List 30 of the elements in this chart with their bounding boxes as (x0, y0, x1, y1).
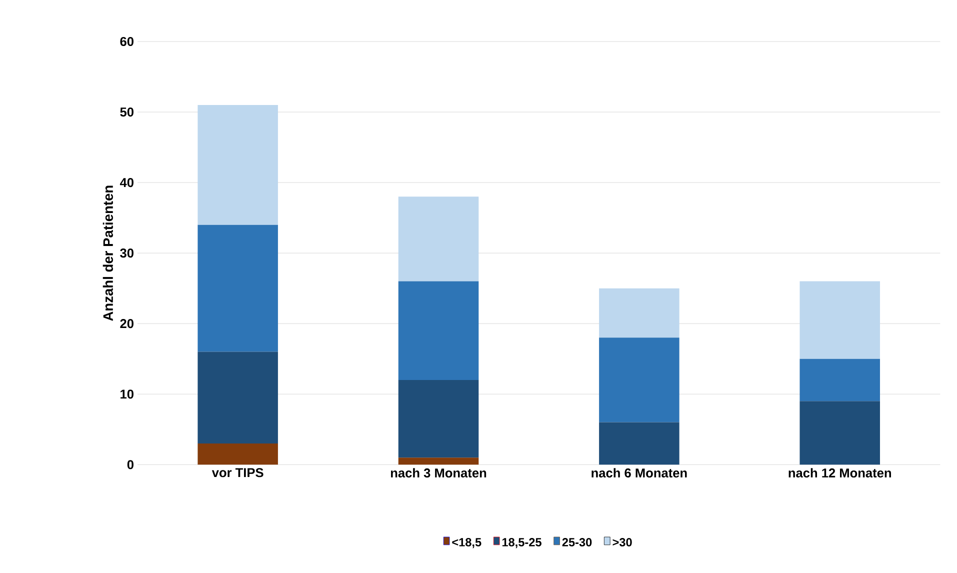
y-tick-label: 60 (120, 36, 134, 46)
legend-label: 25-30 (562, 538, 592, 546)
y-axis-title: Anzahl der Patienten (102, 186, 114, 321)
legend-label: 18,5-25 (502, 538, 542, 548)
y-tick-label: 0 (127, 460, 134, 469)
y-tick-label: 50 (120, 107, 134, 116)
bar (398, 380, 479, 458)
x-tick-label: nach 6 Monaten (592, 468, 687, 478)
bar (599, 338, 680, 422)
bar (800, 400, 880, 464)
y-tick-label: 40 (120, 178, 134, 187)
bar (599, 288, 680, 338)
bar (198, 224, 278, 352)
x-tick-label: nach 12 Monaten (788, 468, 891, 478)
bar (398, 457, 479, 464)
legend-label: >30 (612, 538, 632, 546)
bar (800, 281, 880, 359)
bar (599, 422, 680, 464)
y-tick-label: 30 (120, 248, 134, 258)
bar (800, 358, 880, 401)
x-tick-label: nach 3 Monaten (390, 468, 486, 478)
legend-label: <18,5 (452, 538, 482, 548)
bar (198, 443, 278, 464)
y-tick-label: 20 (120, 318, 134, 328)
y-tick-label: 10 (120, 389, 134, 398)
bar (398, 281, 479, 380)
bar (398, 196, 479, 282)
x-tick-label: vor TIPS (212, 468, 264, 477)
bar (198, 104, 278, 225)
bar (198, 352, 278, 444)
